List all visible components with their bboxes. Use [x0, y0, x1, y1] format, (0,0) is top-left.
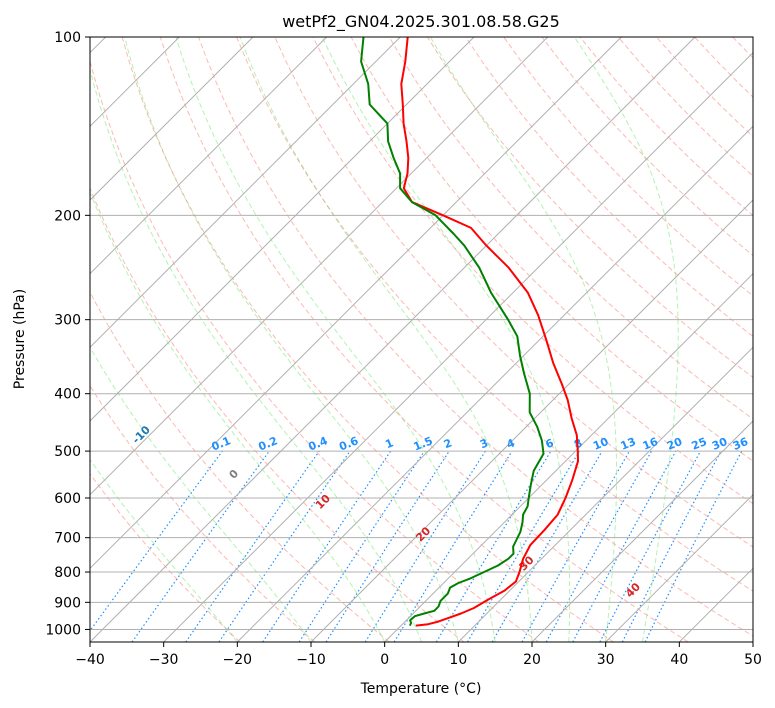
x-tick-label: 40	[670, 652, 688, 668]
mixing-ratio-label: 20	[665, 435, 684, 453]
dry-adiabat	[90, 59, 540, 642]
y-tick-label: 300	[54, 313, 81, 329]
y-tick-label: 600	[54, 491, 81, 507]
dry-adiabat	[90, 291, 390, 642]
x-tick-label: −40	[75, 652, 105, 668]
moist-adiabat	[90, 190, 386, 642]
isotherm-line	[163, 51, 753, 642]
temperature-profile-line	[400, 37, 579, 627]
mixing-ratio-line	[131, 450, 270, 642]
dry-adiabat	[90, 186, 465, 642]
y-tick-label: 900	[54, 595, 81, 611]
grid-lines	[90, 37, 753, 642]
mixing-ratio-label: 16	[641, 435, 660, 453]
isotherm-line	[310, 199, 753, 642]
plot-area: 0.10.20.40.611.52346810131620253036-100-…	[90, 37, 753, 642]
dry-adiabat	[274, 37, 753, 548]
x-tick-label: −30	[149, 652, 179, 668]
isotherm-line	[90, 37, 549, 496]
mixing-ratio-label: 3	[478, 436, 490, 451]
isotherm-line	[236, 125, 753, 642]
mixing-ratio-label: 10	[591, 435, 610, 453]
mixing-ratio-label: 36	[731, 435, 750, 453]
isotherm-line	[90, 37, 401, 349]
mixing-ratio-label: 1	[383, 436, 395, 451]
mixing-ratio-line	[521, 450, 631, 642]
mixing-ratio-line	[644, 450, 743, 642]
mixing-ratio-label: 30	[710, 435, 729, 453]
y-tick-label: 1000	[45, 622, 81, 638]
moist-adiabat	[321, 37, 571, 642]
isotherm-line	[90, 37, 254, 201]
x-tick-label: 30	[597, 652, 615, 668]
dry-adiabat	[236, 37, 753, 592]
x-tick-label: −10	[296, 652, 326, 668]
moist-adiabat	[239, 37, 533, 642]
moist-adiabat	[429, 37, 617, 642]
mixing-ratio-line	[298, 450, 425, 642]
moist-adiabat	[90, 67, 422, 642]
y-tick-label: 800	[54, 565, 81, 581]
dry-adiabat	[159, 37, 689, 642]
y-tick-label: 100	[54, 30, 81, 46]
mixing-ratio-line	[393, 450, 513, 642]
dry-adiabat	[426, 37, 753, 378]
mixing-ratio-line	[545, 450, 653, 642]
x-tick-label: 10	[449, 652, 467, 668]
dry-adiabat	[90, 472, 241, 642]
x-tick-label: −20	[223, 652, 253, 668]
y-tick-label: 200	[54, 208, 81, 224]
mixing-ratio-lines	[90, 450, 743, 642]
isotherm-line	[384, 272, 753, 642]
mixing-ratio-line	[325, 450, 450, 642]
y-tick-label: 700	[54, 531, 81, 547]
dry-adiabat	[121, 37, 614, 642]
y-tick-label: 400	[54, 387, 81, 403]
moist-adiabat	[124, 37, 459, 642]
isotherm-line	[457, 346, 753, 642]
x-tick-label: 0	[380, 652, 389, 668]
isotherm-line	[605, 493, 753, 642]
x-tick-label: 50	[744, 652, 762, 668]
mixing-ratio-line	[218, 450, 351, 642]
isotherm-line	[90, 37, 328, 275]
x-tick-label: 20	[523, 652, 541, 668]
dry-adiabat	[198, 37, 753, 637]
plot-frame	[89, 36, 754, 643]
dry-adiabat	[90, 384, 316, 642]
mixing-ratio-label: 25	[690, 435, 709, 453]
dry-adiabat	[350, 37, 753, 462]
mixing-ratio-label: 2	[442, 436, 454, 451]
mixing-ratio-line	[90, 450, 223, 632]
dry-adiabats	[90, 37, 753, 642]
isotherm-line	[90, 37, 696, 642]
mixing-ratio-line	[262, 450, 392, 642]
chart-title: wetPf2_GN04.2025.301.08.58.G25	[282, 12, 560, 32]
dewpoint-profile-line	[360, 37, 545, 627]
moist-adiabat	[90, 458, 238, 642]
mixing-ratio-line	[185, 450, 320, 642]
mixing-ratio-label: 13	[619, 435, 638, 453]
isotherm-line	[531, 420, 753, 642]
profile-series	[360, 37, 579, 627]
axis-ticks: −40 −30 −20 −10 0 10 20 30 40 50 100 200 300 400 500 60…	[45, 30, 762, 668]
isotherm-line	[90, 37, 475, 422]
mixing-ratio-line	[572, 450, 677, 642]
y-tick-label: 500	[54, 444, 81, 460]
isotherm-line	[90, 37, 622, 570]
x-axis-label: Temperature (°C)	[360, 681, 482, 697]
y-axis-label: Pressure (hPa)	[12, 289, 28, 389]
dry-adiabat	[503, 37, 753, 297]
